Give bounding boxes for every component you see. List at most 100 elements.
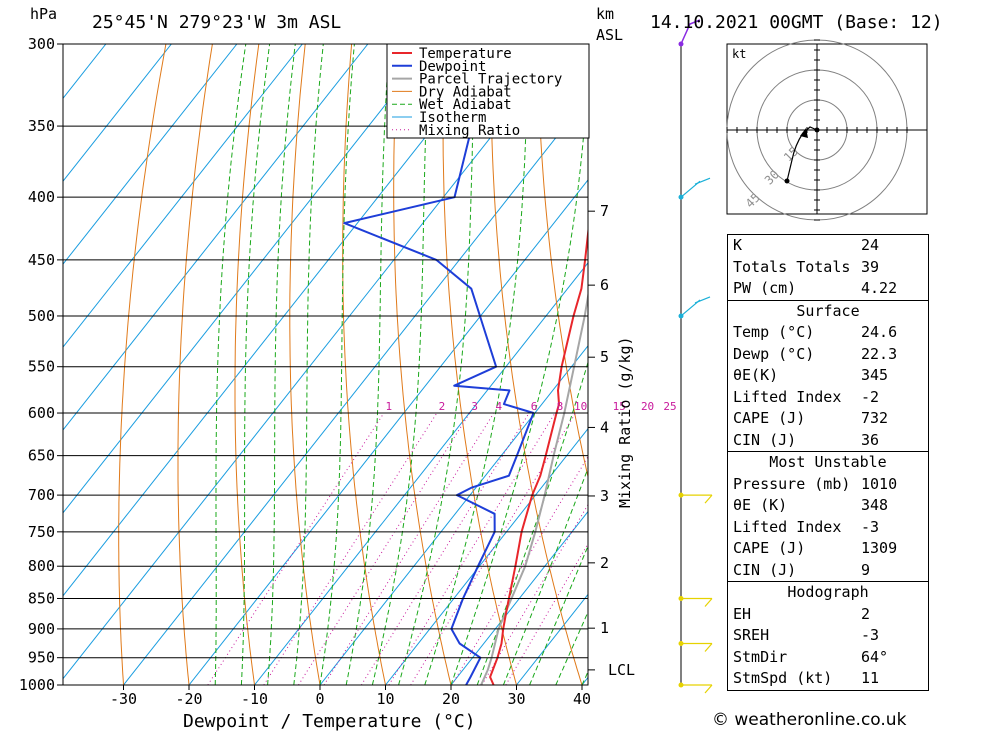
surface-dewp-row: Dewp (°C) 22.3	[733, 344, 898, 363]
pressure-label: 650	[28, 447, 55, 465]
location-title: 25°45'N 279°23'W 3m ASL	[92, 12, 341, 33]
legend-label: Dewpoint	[419, 59, 486, 75]
height-tick-label: 4	[600, 418, 609, 436]
surface-theta-row: θE(K) 345	[733, 366, 889, 384]
wet-adiabat-line	[214, 44, 247, 685]
legend-box	[386, 43, 590, 139]
most-unstable-title: Most Unstable	[769, 453, 887, 471]
temperature-tick-label: -30	[110, 690, 137, 708]
pw-row: PW (cm) 4.22	[733, 279, 898, 297]
legend-label: Isotherm	[419, 110, 486, 126]
wind-barbs	[678, 19, 713, 694]
dry-adiabat-line	[442, 44, 517, 685]
mixing-ratio-line	[263, 412, 438, 685]
pressure-label: 800	[28, 557, 55, 575]
mixing-ratio-line	[298, 412, 471, 685]
k-row: K 24	[733, 236, 880, 254]
eh-row: EH 2	[733, 604, 871, 623]
pressure-label: 450	[28, 251, 55, 269]
mu-cape-row: CAPE (J) 1309	[733, 539, 898, 557]
surface-title: Surface	[796, 301, 860, 320]
mixing-axis-label: Mixing Ratio (g/kg)	[616, 336, 634, 508]
mixing-ratio-label: 1	[386, 400, 393, 413]
isotherm-line	[63, 44, 369, 431]
mixing-ratio-label: 20	[641, 400, 654, 413]
mixing-ratio-label: 3	[471, 400, 478, 413]
pressure-label: 700	[28, 486, 55, 504]
wind-barb-feathers	[694, 296, 711, 304]
wind-barb	[680, 19, 701, 45]
wet-adiabat-line	[398, 44, 476, 685]
temperature-tick-label: 30	[507, 690, 525, 708]
legend-label: Mixing Ratio	[419, 123, 520, 139]
pressure-label: 850	[28, 589, 55, 607]
height-unit-bottom: ASL	[596, 26, 623, 44]
isotherm-line	[63, 44, 172, 183]
height-tick-label: 3	[600, 487, 609, 505]
date-title: 14.10.2021 00GMT (Base: 12)	[650, 12, 943, 33]
mixing-ratio-line	[451, 455, 588, 685]
wind-barb-feather	[704, 643, 713, 652]
most-unstable-section: Most Unstable Pressure (mb) 1010 θE (K) 34…	[728, 451, 928, 581]
dry-adiabat-line	[289, 44, 321, 685]
height-unit-top: km	[596, 5, 614, 23]
pressure-label: 950	[28, 649, 55, 667]
dry-adiabat-line	[234, 44, 260, 685]
wind-barb-feather	[704, 598, 713, 607]
pressure-label: 500	[28, 307, 55, 325]
surface-li-row: Lifted Index -2	[733, 387, 880, 406]
plot-frame	[62, 43, 589, 686]
isotherm-line	[450, 510, 588, 685]
stmdir-row: StmDir 64°	[733, 647, 889, 666]
height-tick-label: 5	[600, 348, 609, 366]
wet-adiabat-line	[345, 44, 390, 685]
copyright-link[interactable]: © weatheronline.co.uk	[712, 710, 907, 730]
wet-adiabat-line	[293, 44, 324, 685]
legend-label: Temperature	[419, 46, 512, 62]
mixing-ratio-label: 4	[496, 400, 503, 413]
mixing-ratio-label: 25	[663, 400, 676, 413]
hodograph-title: Hodograph	[787, 583, 869, 601]
mixing-ratio-label: 2	[439, 400, 446, 413]
tt-row: Totals Totals 39	[733, 257, 880, 276]
mixing-ratio-line	[388, 412, 556, 685]
height-tick-label: 1	[600, 619, 609, 637]
pressure-label: 400	[28, 188, 55, 206]
mu-cin-row: CIN (J) 9	[733, 560, 871, 579]
isotherm-line	[63, 44, 500, 597]
temperature-line	[489, 224, 588, 685]
isotherm-line	[319, 344, 588, 685]
dry-adiabat-line	[955, 44, 1000, 685]
wet-adiabat-line	[240, 44, 271, 685]
mu-pressure-row: Pressure (mb) 1010	[733, 474, 898, 493]
wet-adiabat-line	[450, 68, 588, 685]
wet-adiabat-line	[319, 44, 355, 685]
dry-adiabat-line	[177, 44, 213, 685]
temperature-tick-label: 0	[315, 690, 324, 708]
hodograph-unit: kt	[732, 47, 746, 61]
pressure-unit: hPa	[30, 5, 57, 23]
mixing-ratio-labels: 1 2 3 4 6 8 10 15 20 25	[386, 400, 677, 413]
isotherm-line	[385, 427, 588, 685]
pressure-label: 600	[28, 404, 55, 422]
isotherm-line	[63, 44, 238, 265]
x-axis-label: Dewpoint / Temperature (°C)	[183, 711, 476, 732]
hodograph-storm-arrow	[800, 128, 808, 138]
pressure-label: 550	[28, 358, 55, 376]
pressure-label: 1000	[19, 676, 55, 694]
surface-cin-row: CIN (J) 36	[733, 430, 880, 449]
mixing-ratio-label: 6	[531, 400, 538, 413]
temperature-tick-label: 20	[442, 690, 460, 708]
legend-label: Dry Adiabat	[419, 84, 512, 100]
lcl-label: LCL	[608, 661, 635, 679]
pressure-label: 900	[28, 620, 55, 638]
wind-barb-feathers	[694, 177, 711, 185]
isotherm-line	[123, 96, 588, 685]
surface-cape-row: CAPE (J) 732	[733, 409, 889, 427]
wet-adiabat-line	[267, 44, 296, 685]
mu-theta-row: θE (K) 348	[733, 496, 889, 514]
temperature-tick-label: 40	[573, 690, 591, 708]
